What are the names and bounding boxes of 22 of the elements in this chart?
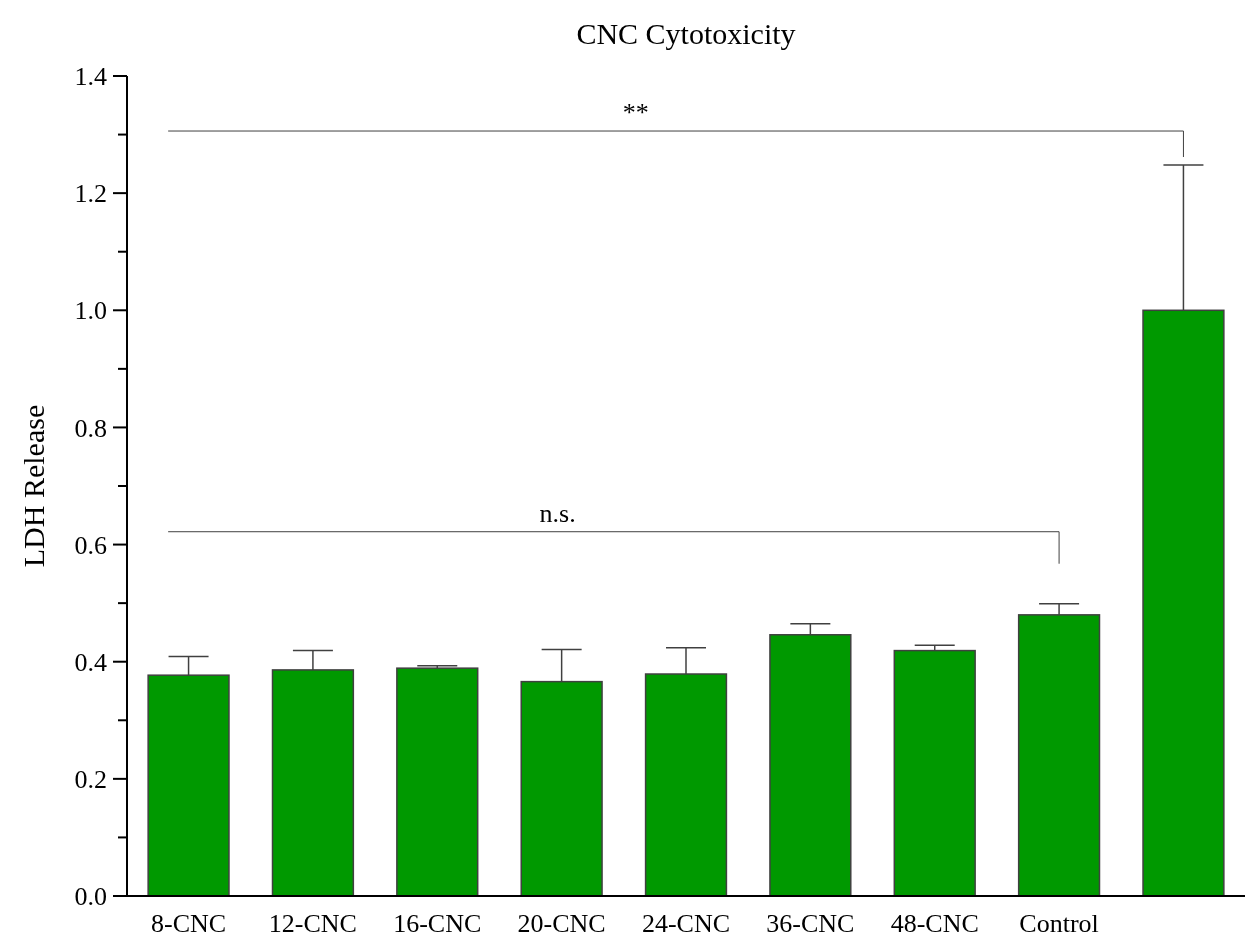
x-tick-label: Control [1019, 909, 1099, 938]
x-tick-label: 36-CNC [766, 909, 855, 938]
x-tick-label: 24-CNC [641, 909, 731, 938]
y-tick-label: 0.0 [74, 882, 107, 912]
x-tick-label: 20-CNC [517, 909, 606, 938]
y-tick-label: 0.4 [74, 647, 107, 677]
bar [396, 667, 479, 897]
y-tick-label: 0.8 [74, 413, 107, 443]
y-tick-label: 1.4 [74, 62, 107, 92]
y-tick-label: 0.6 [74, 530, 107, 560]
y-tick-label: 1.2 [74, 179, 107, 209]
annotation: n.s. [539, 498, 576, 528]
bar [893, 649, 976, 897]
y-tick-label: 0.2 [74, 764, 107, 794]
x-tick-label: 8-CNC [151, 909, 227, 938]
x-tick-label: 12-CNC [268, 909, 357, 938]
x-tick-label: 48-CNC [890, 909, 979, 938]
chart-title: CNC Cytotoxicity [576, 17, 796, 50]
y-axis-title: LDH Release [17, 404, 50, 568]
annotation: ** [622, 98, 649, 128]
y-tick-label: 1.0 [74, 296, 107, 326]
x-tick-label: 16-CNC [393, 909, 482, 938]
